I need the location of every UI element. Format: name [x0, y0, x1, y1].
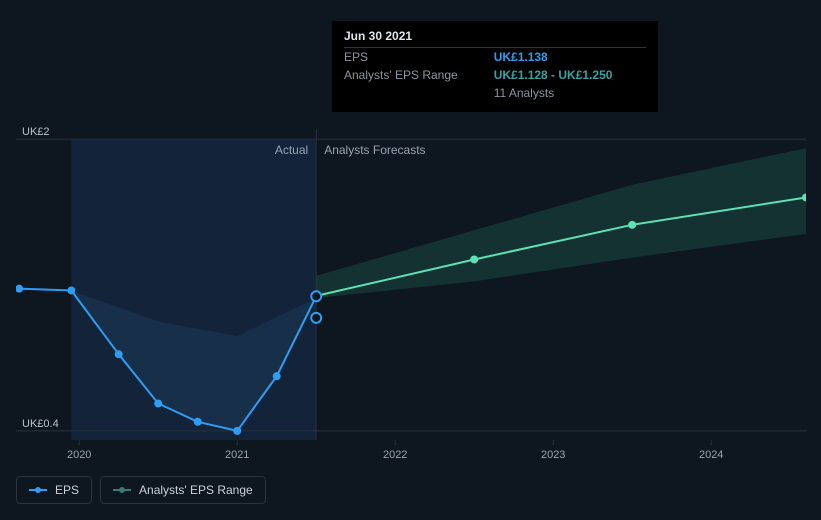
tooltip-row-label: EPS	[344, 48, 494, 66]
eps-actual-point[interactable]	[154, 400, 162, 408]
highlight-marker	[311, 291, 321, 301]
tooltip-row-value: UK£1.128 - UK£1.250	[494, 66, 613, 84]
legend-marker-eps	[29, 486, 47, 494]
tooltip-row-label: Analysts' EPS Range	[344, 66, 494, 84]
tooltip-row: Analysts' EPS RangeUK£1.128 - UK£1.250	[344, 66, 612, 84]
eps-actual-point[interactable]	[233, 427, 241, 435]
x-axis-tick: 2022	[383, 449, 407, 460]
legend-item-eps[interactable]: EPS	[16, 476, 92, 504]
x-axis-tick: 2024	[699, 449, 723, 460]
tooltip-row: EPSUK£1.138	[344, 48, 612, 66]
eps-forecast-point[interactable]	[628, 221, 636, 229]
y-axis-tick: UK£0.4	[22, 418, 59, 430]
x-axis-tick: 2021	[225, 449, 249, 460]
tooltip-rows: EPSUK£1.138Analysts' EPS RangeUK£1.128 -…	[344, 48, 612, 102]
legend-label-eps: EPS	[55, 483, 79, 497]
eps-actual-point[interactable]	[16, 285, 23, 293]
y-axis-tick: UK£2	[22, 126, 50, 138]
zone-label-actual: Actual	[275, 143, 308, 157]
chart-tooltip: Jun 30 2021 EPSUK£1.138Analysts' EPS Ran…	[332, 21, 658, 112]
legend-item-range[interactable]: Analysts' EPS Range	[100, 476, 266, 504]
eps-forecast-point[interactable]	[470, 255, 478, 263]
legend-marker-range	[113, 486, 131, 494]
tooltip-analysts-count: 11 Analysts	[494, 84, 613, 102]
x-axis-tick: 2020	[67, 449, 91, 460]
eps-actual-point[interactable]	[273, 372, 281, 380]
tooltip-subrow: 11 Analysts	[344, 84, 612, 102]
tooltip-row-value: UK£1.138	[494, 48, 613, 66]
chart-legend: EPS Analysts' EPS Range	[16, 476, 266, 504]
tooltip-date: Jun 30 2021	[344, 29, 646, 43]
eps-actual-point[interactable]	[194, 418, 202, 426]
legend-label-range: Analysts' EPS Range	[139, 483, 253, 497]
eps-actual-point[interactable]	[115, 350, 123, 358]
zone-label-forecast: Analysts Forecasts	[324, 143, 425, 157]
highlight-marker	[311, 313, 321, 323]
range-area-forecast	[316, 148, 806, 298]
x-axis-tick: 2023	[541, 449, 565, 460]
eps-actual-point[interactable]	[67, 286, 75, 294]
